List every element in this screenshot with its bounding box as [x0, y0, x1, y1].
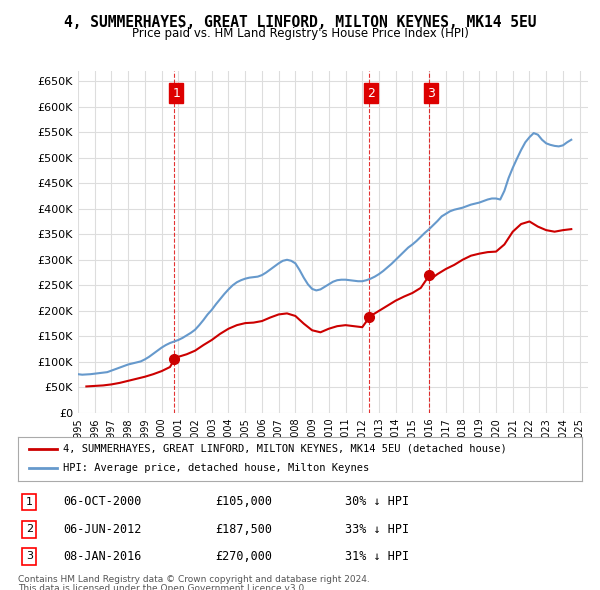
Text: This data is licensed under the Open Government Licence v3.0.: This data is licensed under the Open Gov…	[18, 584, 307, 590]
Text: 4, SUMMERHAYES, GREAT LINFORD, MILTON KEYNES, MK14 5EU: 4, SUMMERHAYES, GREAT LINFORD, MILTON KE…	[64, 15, 536, 30]
Text: 30% ↓ HPI: 30% ↓ HPI	[345, 496, 409, 509]
Text: 2: 2	[367, 87, 375, 100]
Text: 3: 3	[427, 87, 435, 100]
Text: Price paid vs. HM Land Registry's House Price Index (HPI): Price paid vs. HM Land Registry's House …	[131, 27, 469, 40]
Text: HPI: Average price, detached house, Milton Keynes: HPI: Average price, detached house, Milt…	[63, 464, 370, 473]
Text: 2: 2	[26, 525, 33, 534]
Text: 08-JAN-2016: 08-JAN-2016	[63, 550, 142, 563]
Text: £187,500: £187,500	[215, 523, 272, 536]
Text: 06-JUN-2012: 06-JUN-2012	[63, 523, 142, 536]
Text: 33% ↓ HPI: 33% ↓ HPI	[345, 523, 409, 536]
Text: £270,000: £270,000	[215, 550, 272, 563]
Text: 1: 1	[26, 497, 33, 507]
Text: Contains HM Land Registry data © Crown copyright and database right 2024.: Contains HM Land Registry data © Crown c…	[18, 575, 370, 584]
Text: 31% ↓ HPI: 31% ↓ HPI	[345, 550, 409, 563]
Text: 3: 3	[26, 552, 33, 562]
Text: £105,000: £105,000	[215, 496, 272, 509]
Text: 06-OCT-2000: 06-OCT-2000	[63, 496, 142, 509]
Text: 1: 1	[172, 87, 180, 100]
Text: 4, SUMMERHAYES, GREAT LINFORD, MILTON KEYNES, MK14 5EU (detached house): 4, SUMMERHAYES, GREAT LINFORD, MILTON KE…	[63, 444, 507, 454]
